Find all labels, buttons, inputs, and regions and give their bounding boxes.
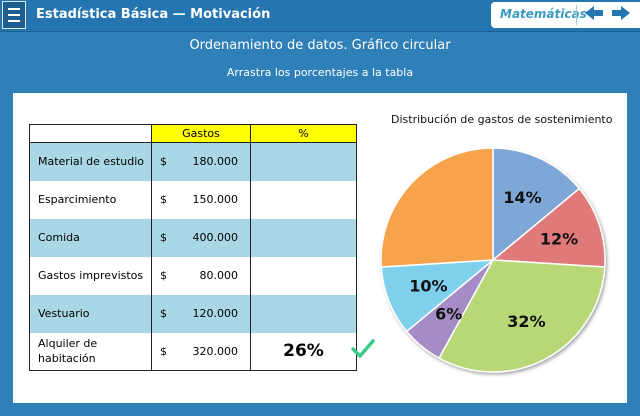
expense-amount: 80.000 [199, 268, 239, 282]
pie-slice [438, 259, 606, 373]
currency-symbol: $ [160, 155, 167, 168]
percent-drop-cell[interactable] [250, 256, 357, 295]
expense-amount: 400.000 [192, 230, 239, 244]
currency-symbol: $ [160, 344, 167, 358]
percent-drop-cell[interactable] [250, 180, 357, 219]
menu-icon-line [8, 20, 20, 22]
header-gastos: Gastos [151, 124, 251, 143]
subject-panel: Matemáticas [491, 2, 640, 28]
table-row: Vestuario $120.000 [29, 294, 357, 333]
pie-chart: 14% 12% 32% 6% 10% [380, 147, 606, 373]
currency-symbol: $ [160, 230, 167, 244]
expense-name: Vestuario [29, 294, 152, 333]
table-row: Gastos imprevistos $80.000 [29, 256, 357, 295]
expense-amount-cell: $320.000 [151, 332, 251, 371]
instruction-text: Arrastra los porcentajes a la tabla [226, 66, 414, 79]
percent-drop-cell[interactable]: 26% [250, 332, 357, 371]
expense-amount-cell: $180.000 [151, 142, 251, 181]
currency-symbol: $ [160, 192, 167, 206]
expense-name: Comida [29, 218, 152, 257]
expense-amount-cell: $80.000 [151, 256, 251, 295]
prev-arrow-icon[interactable] [583, 4, 605, 22]
currency-symbol: $ [160, 268, 167, 282]
currency-symbol: $ [160, 306, 167, 320]
expense-name: Alquiler de habitación [29, 332, 152, 371]
percent-drop-cell[interactable] [250, 142, 357, 181]
activity-panel: Gastos % Material de estudio $180.000 Espa… [13, 93, 627, 403]
expense-amount-cell: $120.000 [151, 294, 251, 333]
divider [576, 5, 577, 25]
check-icon [351, 339, 375, 358]
percent-drop-cell[interactable] [250, 294, 357, 333]
expense-amount-cell: $400.000 [151, 218, 251, 257]
chart-title: Distribución de gastos de sostenimiento [391, 113, 613, 126]
header-percent: % [250, 124, 357, 143]
next-arrow-icon[interactable] [610, 4, 632, 22]
page-title: Ordenamiento de datos. Gráfico circular [189, 38, 451, 53]
pie-slice-label: 14% [503, 188, 541, 207]
table-row: Alquiler de habitación $320.000 26% [29, 332, 357, 371]
menu-icon-line [8, 8, 20, 10]
pie-slice [380, 147, 494, 268]
pie-slice-label: 32% [507, 312, 545, 331]
percent-drop-cell[interactable] [250, 218, 357, 257]
expense-amount-cell: $150.000 [151, 180, 251, 219]
table-header-row: Gastos % [29, 124, 357, 143]
expense-name: Material de estudio [29, 142, 152, 181]
table-row: Material de estudio $180.000 [29, 142, 357, 181]
header-empty [29, 124, 152, 143]
top-bar: Estadística Básica — Motivación Matemáti… [0, 0, 640, 32]
pie-slice [491, 187, 606, 268]
pie-slice-label: 6% [435, 305, 462, 324]
pie-slice-label: 10% [409, 277, 447, 296]
expense-amount: 180.000 [192, 155, 239, 168]
expense-amount: 150.000 [192, 192, 239, 206]
expense-amount: 320.000 [192, 344, 239, 358]
pie-slice-label: 12% [540, 230, 578, 249]
table-row: Comida $400.000 [29, 218, 357, 257]
menu-button[interactable] [2, 1, 26, 29]
menu-icon-line [8, 14, 20, 16]
table-row: Esparcimiento $150.000 [29, 180, 357, 219]
expense-name: Gastos imprevistos [29, 256, 152, 295]
subject-label: Matemáticas [500, 7, 587, 21]
pie-slice [492, 147, 581, 262]
expense-name: Esparcimiento [29, 180, 152, 219]
app-title: Estadística Básica — Motivación [36, 7, 271, 22]
expenses-table: Gastos % Material de estudio $180.000 Espa… [29, 124, 357, 371]
expense-amount: 120.000 [192, 306, 239, 320]
